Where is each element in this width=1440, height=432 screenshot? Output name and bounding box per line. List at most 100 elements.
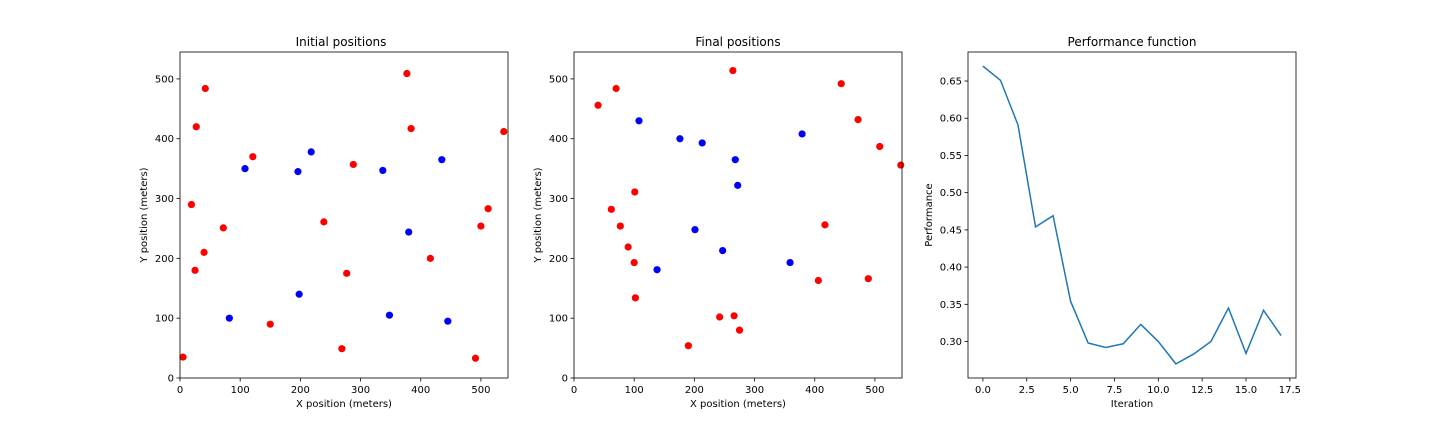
- blue-point: [786, 258, 794, 267]
- x-axis-label: X position (meters): [296, 399, 392, 410]
- y-tick-label: 100: [549, 314, 568, 325]
- x-tick-label: 17.5: [1279, 385, 1301, 396]
- blue-point: [698, 139, 706, 147]
- x-tick-label: 12.5: [1191, 385, 1213, 396]
- blue-point: [225, 314, 233, 322]
- red-point: [631, 188, 639, 196]
- x-tick-label: 200: [291, 385, 310, 396]
- y-tick-label: 500: [549, 74, 568, 85]
- red-point: [594, 101, 602, 109]
- blue-point: [405, 228, 413, 236]
- y-axis: 0 100 200 300 400 500: [155, 74, 180, 385]
- points-layer: [179, 69, 508, 362]
- red-point: [631, 294, 639, 302]
- points-layer: [594, 66, 905, 350]
- red-point: [249, 153, 257, 161]
- plot-frame: [573, 51, 903, 379]
- line-layer: [982, 65, 1282, 365]
- x-axis: 0 100 200 300 400 500: [571, 378, 884, 396]
- x-tick-label: 400: [411, 385, 430, 396]
- y-tick-label: 200: [155, 254, 174, 265]
- x-tick-label: 2.5: [1019, 385, 1035, 396]
- x-tick-label: 10.0: [1147, 385, 1169, 396]
- y-tick-label: 200: [549, 254, 568, 265]
- red-point: [897, 161, 905, 169]
- red-point: [624, 243, 632, 251]
- blue-point: [385, 311, 394, 319]
- red-point: [484, 205, 492, 213]
- red-point: [876, 142, 884, 151]
- x-tick-label: 500: [471, 385, 490, 396]
- x-tick-label: 300: [351, 385, 370, 396]
- red-point: [477, 222, 485, 230]
- y-tick-label: 400: [549, 134, 568, 145]
- plot-frame: [967, 51, 1297, 379]
- y-tick-label: 0: [168, 374, 174, 385]
- x-tick-label: 400: [805, 385, 824, 396]
- x-tick-label: 500: [865, 385, 884, 396]
- y-tick-label: 0.55: [940, 151, 962, 162]
- red-point: [219, 224, 227, 232]
- x-tick-label: 100: [231, 385, 250, 396]
- blue-point: [676, 135, 684, 143]
- blue-point: [798, 130, 806, 138]
- x-tick-label: 100: [625, 385, 644, 396]
- y-tick-label: 0.35: [940, 300, 962, 311]
- y-tick-label: 0.40: [940, 263, 962, 274]
- panel-performance-function: Performance function 0.0 2.5 5.0 7.5 10.0 12.…: [924, 35, 1301, 410]
- red-point: [320, 218, 328, 226]
- red-point: [607, 205, 615, 213]
- red-point: [730, 312, 738, 320]
- y-axis: 0 100 200 300 400 500: [549, 74, 574, 385]
- blue-point: [731, 156, 739, 164]
- x-tick-label: 200: [685, 385, 704, 396]
- blue-point: [734, 181, 742, 189]
- red-point: [864, 275, 872, 283]
- y-tick-label: 0.65: [940, 77, 962, 88]
- x-axis-label: Iteration: [1111, 399, 1153, 410]
- y-tick-label: 100: [155, 314, 174, 325]
- red-point: [821, 221, 829, 229]
- y-tick-label: 0.50: [940, 188, 962, 199]
- red-point: [403, 69, 411, 78]
- red-point: [729, 66, 737, 75]
- red-point: [814, 276, 822, 285]
- y-tick-label: 400: [155, 134, 174, 145]
- x-axis: 0.0 2.5 5.0 7.5 10.0 12.5 15.0 17.5: [975, 378, 1301, 396]
- red-point: [854, 115, 862, 124]
- chart-title: Final positions: [695, 35, 780, 49]
- chart-title: Performance function: [1068, 35, 1197, 49]
- blue-point: [294, 168, 302, 176]
- red-point: [200, 248, 208, 256]
- red-point: [684, 342, 692, 350]
- red-point: [612, 84, 620, 93]
- red-point: [837, 80, 845, 88]
- chart-title: Initial positions: [296, 35, 387, 49]
- y-tick-label: 0: [562, 374, 568, 385]
- blue-point: [379, 166, 387, 175]
- red-point: [735, 326, 744, 334]
- red-point: [716, 313, 724, 321]
- y-axis-label: Y position (meters): [533, 167, 544, 263]
- red-point: [179, 353, 187, 361]
- red-point: [343, 269, 351, 277]
- panel-initial-positions: Initial positions 0 100 200 300 400 500 0 100 2…: [139, 35, 509, 410]
- red-point: [426, 254, 434, 262]
- red-point: [192, 123, 200, 131]
- blue-point: [635, 117, 643, 125]
- x-tick-label: 5.0: [1063, 385, 1079, 396]
- red-point: [407, 124, 415, 133]
- y-tick-label: 0.45: [940, 225, 962, 236]
- x-tick-label: 15.0: [1235, 385, 1257, 396]
- y-axis: 0.30 0.35 0.40 0.45 0.50 0.55 0.60 0.65: [940, 77, 968, 348]
- red-point: [500, 127, 508, 136]
- red-point: [349, 160, 357, 169]
- red-point: [471, 354, 480, 362]
- x-tick-label: 0.0: [975, 385, 991, 396]
- y-tick-label: 300: [155, 194, 174, 205]
- x-axis-label: X position (meters): [690, 399, 786, 410]
- x-tick-label: 300: [745, 385, 764, 396]
- y-tick-label: 0.30: [940, 337, 962, 348]
- y-tick-label: 0.60: [940, 114, 962, 125]
